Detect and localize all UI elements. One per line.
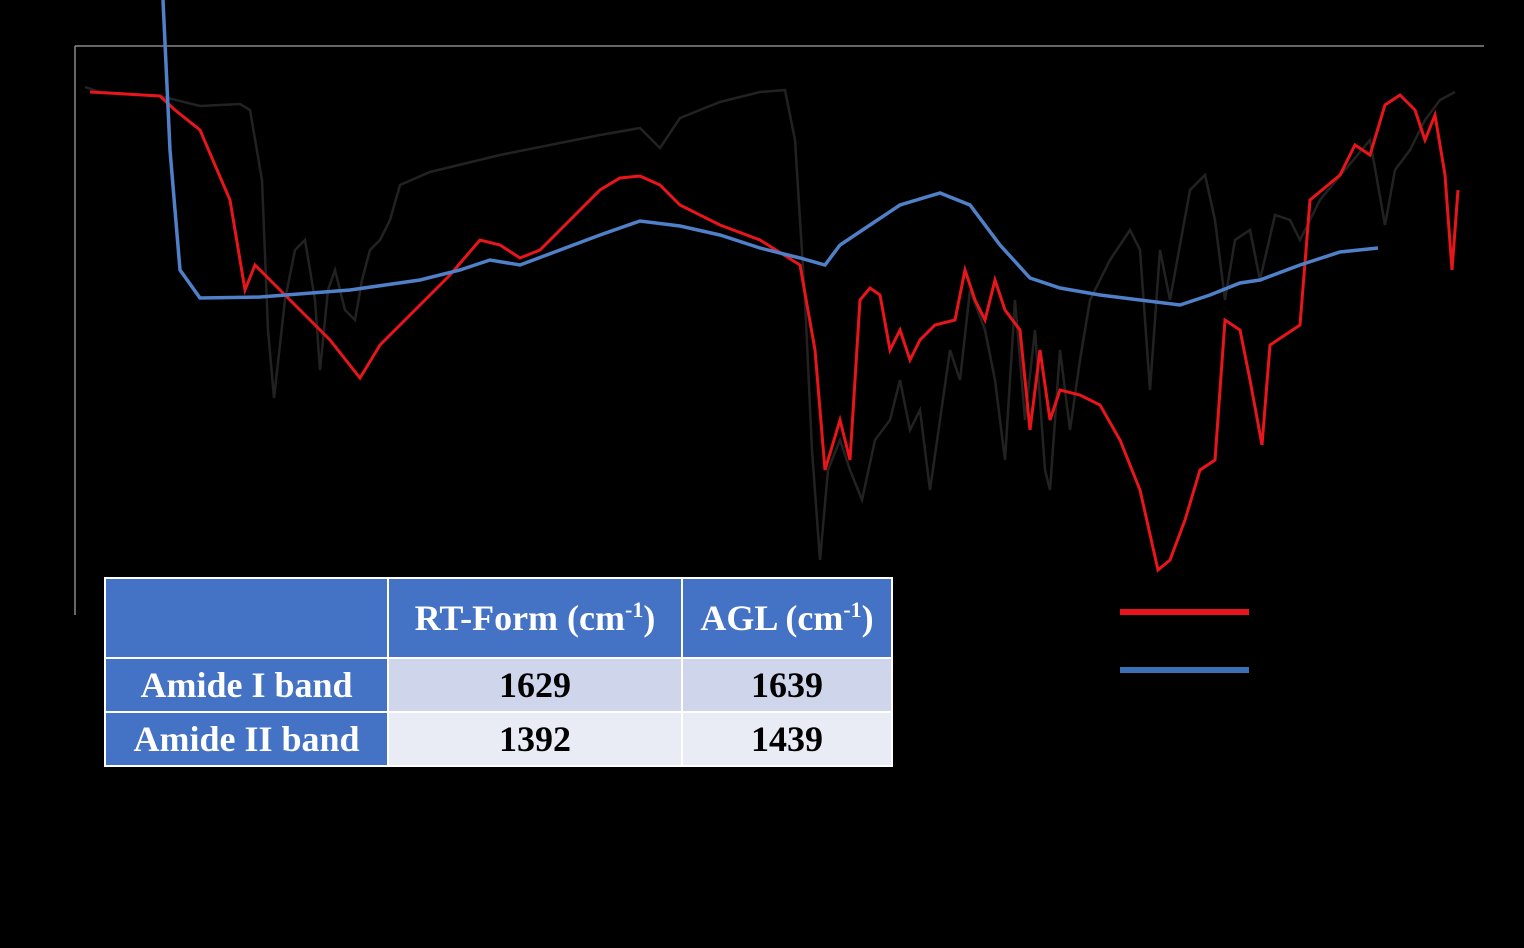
cell: 1392 [387,711,683,767]
row-header: Amide I band [104,657,389,713]
row-header: Amide II band [104,711,389,767]
header-sup: -1 [843,597,862,622]
header-sup: -1 [625,597,644,622]
header-row: RT-Form (cm-1) AGL (cm-1) [104,577,893,659]
red-spectrum [89,90,1460,573]
header-text: ) [643,598,656,638]
column-header: AGL (cm-1) [681,577,893,659]
cell: 1439 [681,711,893,767]
corner-cell [104,577,389,659]
column-header: RT-Form (cm-1) [387,577,683,659]
blue-spectrum [161,0,1379,307]
cell: 1629 [387,657,683,713]
amide-table: RT-Form (cm-1) AGL (cm-1) Amide I band 1… [104,577,893,767]
header-text: AGL (cm [700,598,844,638]
black-spectrum [84,85,1456,561]
cell: 1639 [681,657,893,713]
table-row: Amide I band 1629 1639 [104,657,893,713]
header-text: RT-Form (cm [414,598,625,638]
header-text: ) [861,598,874,638]
table-row: Amide II band 1392 1439 [104,711,893,767]
